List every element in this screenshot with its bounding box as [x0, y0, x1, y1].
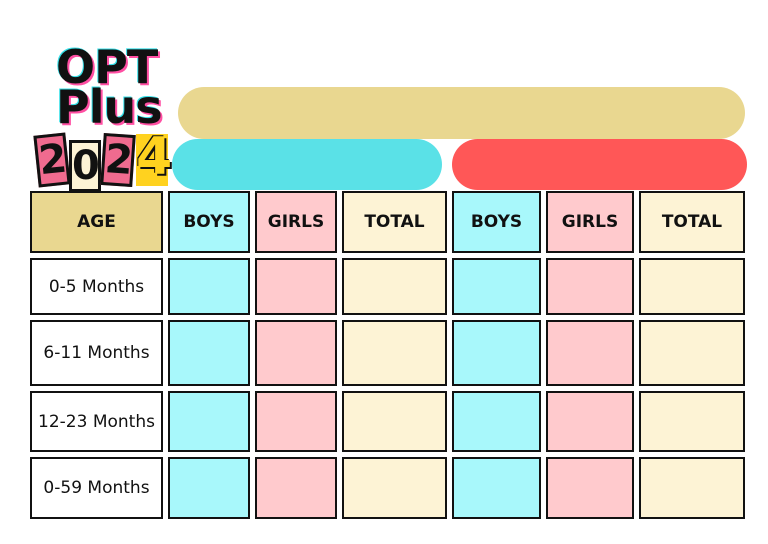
girls-cell[interactable] — [546, 457, 634, 519]
logo-plus-text: Plus — [56, 80, 163, 134]
girls-cell[interactable] — [546, 258, 634, 315]
header-girls: GIRLS — [255, 191, 337, 253]
age-label: 0-59 Months — [30, 457, 163, 519]
age-label: 0-5 Months — [30, 258, 163, 315]
header-girls: GIRLS — [546, 191, 634, 253]
boys-cell[interactable] — [452, 457, 541, 519]
age-label: 12-23 Months — [30, 391, 163, 452]
logo-opt-text: OPT — [56, 40, 158, 94]
girls-cell[interactable] — [255, 391, 337, 452]
total-cell[interactable] — [639, 258, 745, 315]
header-bar-top — [178, 87, 745, 139]
total-cell[interactable] — [639, 391, 745, 452]
total-cell[interactable] — [639, 457, 745, 519]
boys-cell[interactable] — [168, 320, 250, 386]
total-cell[interactable] — [342, 391, 447, 452]
header-boys: BOYS — [452, 191, 541, 253]
girls-cell[interactable] — [546, 391, 634, 452]
age-label: 6-11 Months — [30, 320, 163, 386]
header-total: TOTAL — [639, 191, 745, 253]
boys-cell[interactable] — [168, 258, 250, 315]
year-digit: 4 — [136, 127, 173, 187]
total-cell[interactable] — [342, 457, 447, 519]
boys-cell[interactable] — [168, 457, 250, 519]
girls-cell[interactable] — [255, 320, 337, 386]
total-cell[interactable] — [639, 320, 745, 386]
girls-cell[interactable] — [546, 320, 634, 386]
girls-cell[interactable] — [255, 457, 337, 519]
year-digit: 2 — [33, 132, 71, 188]
header-bar-right — [452, 139, 747, 190]
header-bar-left — [172, 139, 442, 190]
total-cell[interactable] — [342, 320, 447, 386]
year-digit: 2 — [100, 132, 136, 188]
total-cell[interactable] — [342, 258, 447, 315]
year-digit: 0 — [69, 140, 101, 192]
boys-cell[interactable] — [452, 320, 541, 386]
header-total: TOTAL — [342, 191, 447, 253]
boys-cell[interactable] — [452, 391, 541, 452]
header-age: AGE — [30, 191, 163, 253]
boys-cell[interactable] — [452, 258, 541, 315]
girls-cell[interactable] — [255, 258, 337, 315]
header-boys: BOYS — [168, 191, 250, 253]
boys-cell[interactable] — [168, 391, 250, 452]
